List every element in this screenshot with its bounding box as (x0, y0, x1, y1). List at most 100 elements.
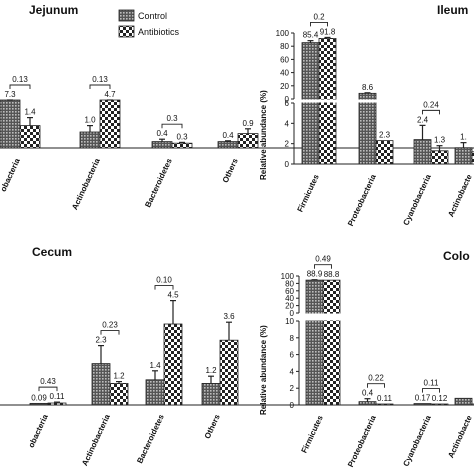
colon-category-label: Actinobacte (446, 414, 474, 460)
colon-ytick-label: 40 (285, 294, 294, 303)
cecum-value-label: 1.4 (149, 361, 161, 370)
ileum-value-label: 91.8 (320, 27, 336, 36)
cecum-value-label: 0.11 (50, 392, 66, 401)
ileum-category-label: Actinobacte (446, 173, 474, 219)
jejunum-bar-antibiotics (19, 125, 41, 149)
colon-ytick-label: 20 (285, 302, 294, 311)
jejunum-value-label: 4.7 (104, 90, 116, 99)
jejunum-bar-control (151, 141, 173, 149)
colon-bar-antibiotics (322, 279, 341, 406)
colon-ytick-label: 80 (285, 279, 294, 288)
cecum-value-label: 3.6 (223, 312, 235, 321)
colon-bar-antibiotics (471, 403, 474, 406)
ileum-ytick-label: 2 (285, 140, 290, 149)
cecum-bar-antibiotics (47, 402, 67, 406)
jejunum-bar-antibiotics (237, 133, 259, 149)
jejunum-bar-antibiotics (171, 142, 193, 149)
jejunum-significance-bracket (89, 84, 111, 89)
colon-significance-bracket (367, 383, 385, 388)
cecum-value-label: 1.2 (205, 366, 217, 375)
ileum-value-label: 8.6 (362, 83, 374, 92)
ileum-ytick-label: 100 (276, 29, 290, 38)
colon-ytick-label: 0 (290, 309, 295, 318)
cecum-bar-control (201, 382, 221, 406)
cecum-significance-bracket (100, 330, 120, 335)
jejunum-value-label: 0.3 (176, 132, 188, 141)
colon-value-label: 88.8 (324, 270, 340, 279)
legend: Control Antibiotics (118, 9, 180, 38)
jejunum-category-label: Bacteroidetes (143, 157, 174, 209)
colon-bar-control (305, 279, 324, 406)
jejunum-category-label: obacteria (0, 157, 22, 194)
ileum-bar-control (454, 147, 473, 165)
ileum-ytick-label: 80 (280, 42, 289, 51)
ileum-ytick-label: 20 (280, 82, 289, 91)
jejunum-significance-bracket (161, 123, 183, 129)
jejunum-bar-antibiotics (99, 99, 121, 149)
colon-ylabel: Relative abundance (%) (259, 325, 268, 415)
jejunum-p-value: 0.3 (166, 114, 178, 123)
cecum-p-value: 0.43 (40, 377, 56, 386)
colon-ytick-label: 10 (285, 317, 294, 326)
colon-significance-bracket (314, 264, 332, 269)
jejunum-p-value: 0.13 (92, 75, 108, 84)
ileum-bar-control (301, 42, 320, 165)
ileum-significance-bracket (422, 109, 440, 115)
cecum-significance-bracket (38, 386, 58, 392)
jejunum-bar-control (0, 99, 21, 149)
cecum-p-value: 0.23 (102, 321, 118, 330)
ileum-category-label: Proteobacteria (346, 173, 378, 228)
cecum-category-label: Bacteroidetes (135, 413, 166, 465)
jejunum-value-label: 0.9 (242, 119, 254, 128)
ileum-ytick-label: 6 (285, 99, 290, 108)
colon-ytick-label: 4 (290, 367, 295, 376)
colon-p-value: 0.11 (424, 379, 440, 388)
ileum-category-label: Cyanobacteria (401, 173, 433, 227)
cecum-significance-bracket (154, 285, 174, 290)
colon-ytick-label: 6 (290, 351, 295, 360)
colon-bar-antibiotics (375, 403, 394, 406)
ileum-bar-antibiotics (430, 150, 449, 165)
cecum-value-label: 2.3 (95, 336, 107, 345)
jejunum-category-label: Others (221, 157, 240, 185)
ileum-ytick-label: 40 (280, 69, 289, 78)
ileum-ytick-label: 60 (280, 55, 289, 64)
cecum-bar-antibiotics (109, 382, 129, 406)
colon-significance-bracket (422, 388, 440, 393)
ileum-bar-antibiotics (375, 140, 394, 165)
ileum-bar-control (413, 139, 432, 165)
cecum-value-label: 4.5 (167, 291, 179, 300)
jejunum-title: Jejunum (29, 3, 78, 17)
colon-axis-break (322, 313, 341, 321)
colon-value-label: 0.12 (432, 394, 448, 403)
ileum-ylabel: Relative abundance (%) (259, 90, 268, 180)
colon-value-label: 0.4 (362, 389, 374, 398)
colon-category-label: Firmicutes (300, 414, 325, 455)
ileum-ytick-label: 0 (285, 160, 290, 169)
jejunum-bar-control (217, 141, 239, 149)
ileum-value-label: 2.4 (417, 115, 429, 124)
cecum-category-label: Others (203, 413, 222, 441)
cecum-bar-control (145, 379, 165, 406)
jejunum-bar-control (79, 131, 101, 149)
jejunum-significance-bracket (9, 84, 31, 89)
legend-swatch-antibiotics (118, 25, 135, 38)
colon-value-label: 88.9 (307, 270, 323, 279)
jejunum-value-label: 0.4 (222, 131, 234, 140)
jejunum-value-label: 7.3 (4, 90, 16, 99)
colon-ytick-label: 0 (290, 401, 295, 410)
cecum-bar-control (29, 402, 49, 406)
ileum-value-label: 1.3 (434, 136, 446, 145)
ileum-axis-break (358, 99, 377, 103)
colon-value-label: 0.17 (415, 394, 431, 403)
colon-bar-control (413, 403, 432, 406)
ileum-value-label: 85.4 (303, 31, 319, 40)
colon-p-value: 0.49 (315, 255, 331, 264)
colon-ytick-label: 2 (290, 384, 295, 393)
jejunum-value-label: 1.4 (24, 108, 36, 117)
ileum-bar-antibiotics (471, 151, 474, 165)
plot-layer: 7.31.40.13obacteria1.04.70.13Actinobacte… (0, 12, 474, 469)
ileum-p-value: 0.2 (313, 12, 325, 21)
cecum-value-label: 0.09 (31, 393, 47, 402)
cecum-bar-antibiotics (163, 323, 183, 406)
